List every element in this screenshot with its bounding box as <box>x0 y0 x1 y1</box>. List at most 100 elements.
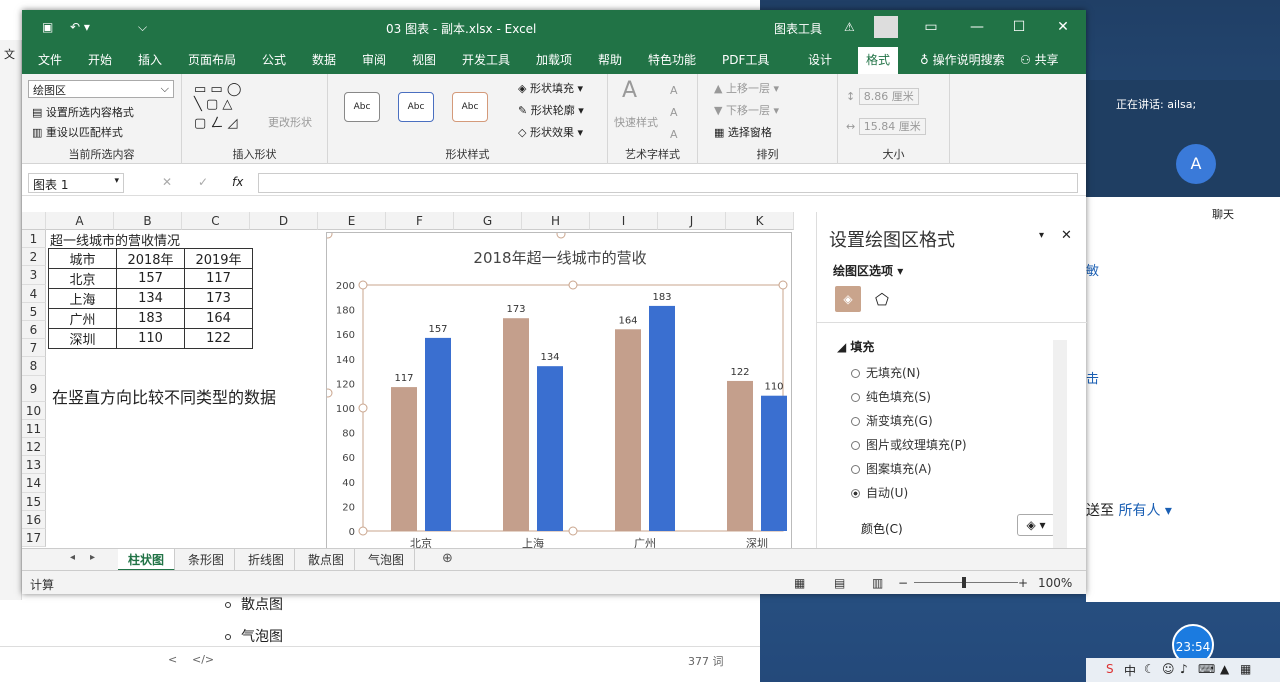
add-sheet-icon[interactable]: ⊕ <box>442 551 453 566</box>
row-header[interactable]: 3 <box>22 266 46 285</box>
column-header[interactable]: G <box>454 212 522 230</box>
row-header[interactable]: 7 <box>22 339 46 358</box>
save-icon[interactable]: ▣ <box>42 20 54 34</box>
row-header[interactable]: 11 <box>22 419 46 438</box>
undo-icon[interactable]: ↶ ▾ <box>70 20 90 34</box>
send-backward-button[interactable]: ▼ 下移一层 ▾ <box>714 104 779 117</box>
row-header[interactable]: 1 <box>22 230 46 249</box>
bar[interactable] <box>615 329 641 531</box>
tell-me-search[interactable]: ♁ 操作说明搜索 <box>920 51 1005 68</box>
quick-styles-button[interactable]: 快速样式 <box>614 116 658 129</box>
grid-icon[interactable]: ▦ <box>1240 662 1252 676</box>
column-header[interactable]: H <box>522 212 590 230</box>
chart-element-select[interactable]: 绘图区 ⌵ <box>28 80 174 98</box>
tab-1[interactable]: 开始 <box>88 53 113 67</box>
tab-6[interactable]: 审阅 <box>362 53 387 67</box>
table-title[interactable]: 超一线城市的营收情况 <box>50 234 181 249</box>
close-icon[interactable]: ✕ <box>1061 228 1072 243</box>
page-layout-icon[interactable]: ▤ <box>834 576 846 590</box>
plot-handle[interactable] <box>568 526 578 536</box>
shape-fill-button[interactable]: ◈ 形状填充 ▾ <box>518 82 583 95</box>
plot-handle[interactable] <box>568 280 578 290</box>
tab-0[interactable]: 文件 <box>38 53 63 67</box>
row-header[interactable]: 14 <box>22 474 46 493</box>
y-tick-label[interactable]: 100 <box>336 404 355 415</box>
tab-9[interactable]: 加载项 <box>536 53 573 67</box>
row-header[interactable]: 4 <box>22 284 46 303</box>
tab-2[interactable]: 插入 <box>138 53 163 67</box>
y-tick-label[interactable]: 180 <box>336 306 355 317</box>
fill-line-icon[interactable]: ◈ <box>835 286 861 312</box>
row-header[interactable]: 15 <box>22 492 46 511</box>
table-cell[interactable]: 城市 <box>48 248 117 269</box>
row-header[interactable]: 6 <box>22 321 46 340</box>
data-label[interactable]: 117 <box>394 373 413 384</box>
chart-title[interactable]: 2018年超一线城市的营收 <box>473 249 646 267</box>
y-tick-label[interactable]: 80 <box>342 429 355 440</box>
reset-style-button[interactable]: ▥ 重设以匹配样式 <box>32 126 123 139</box>
effects-icon[interactable]: ⬠ <box>875 290 889 309</box>
column-header[interactable]: F <box>386 212 454 230</box>
table-cell[interactable]: 173 <box>184 288 253 309</box>
enter-icon[interactable]: ✓ <box>198 175 209 189</box>
data-label[interactable]: 110 <box>764 382 783 393</box>
table-cell[interactable]: 117 <box>184 268 253 289</box>
code-view-icon[interactable]: </> <box>192 653 215 666</box>
tab-7[interactable]: 视图 <box>412 53 437 67</box>
avatar[interactable]: A <box>1176 144 1216 184</box>
chat-tab[interactable]: 聊天 <box>1212 208 1234 221</box>
column-header[interactable]: A <box>46 212 114 230</box>
height-field[interactable]: ↕ 8.86 厘米 <box>846 88 919 105</box>
fill-radio[interactable]: 渐变填充(G) <box>851 412 933 429</box>
chart-handle[interactable] <box>323 229 333 239</box>
fill-section[interactable]: ◢ 填充 <box>837 340 875 354</box>
column-header[interactable]: K <box>726 212 794 230</box>
table-cell[interactable]: 2018年 <box>116 248 185 269</box>
table-cell[interactable]: 110 <box>116 328 185 349</box>
shirt-icon[interactable]: ▲ <box>1220 662 1230 676</box>
sheet-tab[interactable]: 散点图 <box>298 549 356 571</box>
note-text[interactable]: 在竖直方向比较不同类型的数据 <box>52 388 277 407</box>
table-cell[interactable]: 广州 <box>48 308 117 329</box>
zoom-in-icon[interactable]: + <box>1018 576 1029 590</box>
column-header[interactable]: B <box>114 212 182 230</box>
row-header[interactable]: 13 <box>22 456 46 475</box>
emoji-icon[interactable]: ☺ <box>1162 662 1175 676</box>
style-swatch[interactable]: Abc <box>452 92 488 122</box>
formula-input[interactable] <box>258 173 1078 193</box>
name-box[interactable]: 图表 1 ▾ <box>28 173 124 193</box>
function-icon[interactable]: fx <box>232 175 244 189</box>
zoom-level[interactable]: 100% <box>1038 576 1073 590</box>
warning-icon[interactable]: ⚠ <box>844 20 855 34</box>
style-swatch[interactable]: Abc <box>344 92 380 122</box>
column-header[interactable]: J <box>658 212 726 230</box>
moon-icon[interactable]: ☾ <box>1144 662 1155 676</box>
x-tick-label[interactable]: 深圳 <box>746 537 768 550</box>
tab-4[interactable]: 公式 <box>262 53 287 67</box>
data-label[interactable]: 173 <box>506 304 525 315</box>
send-to-target[interactable]: 所有人 <box>1118 503 1161 519</box>
scroll-right-icon[interactable]: ▸ <box>90 552 96 563</box>
data-label[interactable]: 183 <box>652 292 671 303</box>
tab-14[interactable]: 格式 <box>858 47 899 74</box>
y-tick-label[interactable]: 160 <box>336 330 355 341</box>
nav-left-icon[interactable]: < <box>168 653 178 666</box>
bar[interactable] <box>503 318 529 531</box>
user-avatar[interactable] <box>874 16 898 38</box>
pane-options-icon[interactable]: ▾ <box>1039 230 1045 241</box>
bar[interactable] <box>727 380 753 531</box>
x-tick-label[interactable]: 北京 <box>410 536 432 550</box>
tab-8[interactable]: 开发工具 <box>462 53 511 67</box>
chart-handle[interactable] <box>556 229 566 239</box>
y-tick-label[interactable]: 60 <box>342 453 355 464</box>
column-header[interactable]: D <box>250 212 318 230</box>
table-cell[interactable]: 157 <box>116 268 185 289</box>
data-label[interactable]: 157 <box>428 324 447 335</box>
y-tick-label[interactable]: 120 <box>336 379 355 390</box>
table-cell[interactable]: 122 <box>184 328 253 349</box>
x-tick-label[interactable]: 上海 <box>522 536 544 550</box>
keyboard-icon[interactable]: ⌨ <box>1198 662 1216 676</box>
table-cell[interactable]: 深圳 <box>48 328 117 349</box>
x-tick-label[interactable]: 广州 <box>634 537 656 550</box>
